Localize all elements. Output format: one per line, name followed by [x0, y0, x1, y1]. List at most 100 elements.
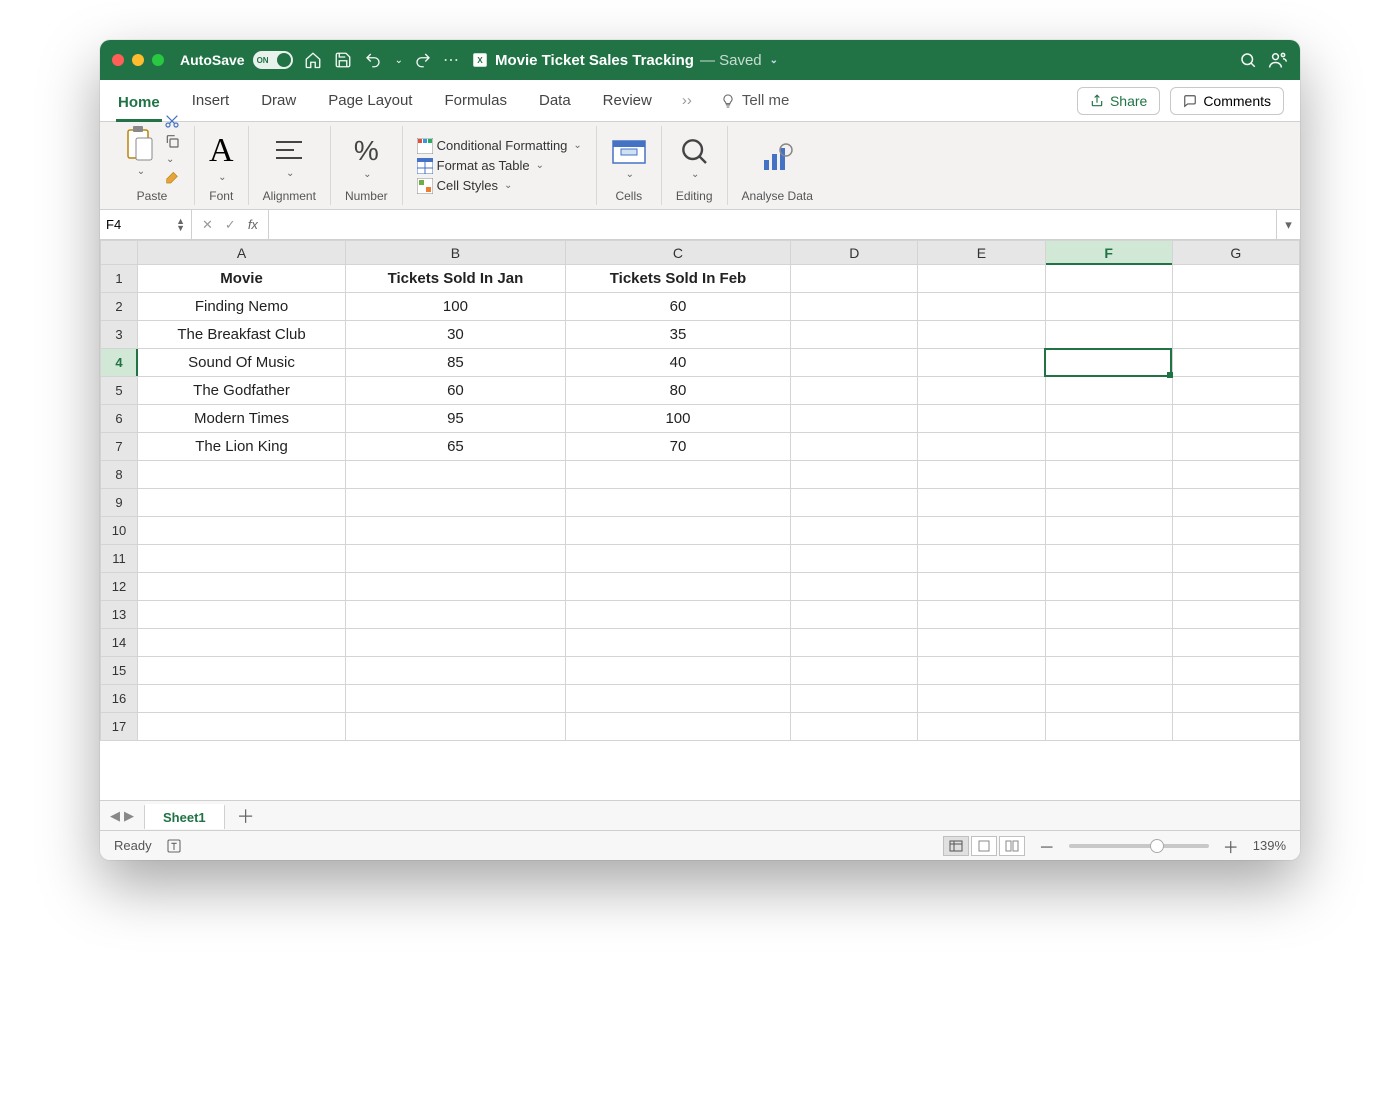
tab-review[interactable]: Review — [601, 88, 654, 113]
cell-A16[interactable] — [137, 685, 345, 713]
format-painter-button[interactable] — [164, 171, 180, 187]
zoom-in-button[interactable]: ＋ — [1223, 834, 1239, 858]
accessibility-icon[interactable] — [166, 838, 182, 854]
row-header-5[interactable]: 5 — [101, 377, 138, 405]
cell-B10[interactable] — [346, 517, 566, 545]
cell-B15[interactable] — [346, 657, 566, 685]
overflow-icon[interactable]: ›› — [682, 92, 692, 109]
cell-E8[interactable] — [918, 461, 1045, 489]
cell-G13[interactable] — [1172, 601, 1299, 629]
cell-C17[interactable] — [565, 713, 790, 741]
autosave-toggle[interactable]: ON — [253, 51, 293, 69]
fx-icon[interactable]: fx — [248, 217, 258, 232]
cell-E11[interactable] — [918, 545, 1045, 573]
row-header-7[interactable]: 7 — [101, 433, 138, 461]
cell-D12[interactable] — [791, 573, 918, 601]
column-header-A[interactable]: A — [137, 241, 345, 265]
cell-G4[interactable] — [1172, 349, 1299, 377]
home-icon[interactable] — [303, 50, 323, 70]
undo-icon[interactable] — [363, 50, 383, 70]
document-title[interactable]: X Movie Ticket Sales Tracking — Saved ⌄ — [471, 51, 778, 69]
row-header-16[interactable]: 16 — [101, 685, 138, 713]
column-header-F[interactable]: F — [1045, 241, 1172, 265]
prev-sheet-icon[interactable]: ◀ — [110, 808, 120, 824]
cell-B12[interactable] — [346, 573, 566, 601]
zoom-out-button[interactable]: － — [1039, 834, 1055, 858]
cell-G10[interactable] — [1172, 517, 1299, 545]
cell-F15[interactable] — [1045, 657, 1172, 685]
cell-A11[interactable] — [137, 545, 345, 573]
cell-B7[interactable]: 65 — [346, 433, 566, 461]
cell-E16[interactable] — [918, 685, 1045, 713]
number-button[interactable]: %⌄ — [354, 135, 379, 180]
conditional-formatting-button[interactable]: Conditional Formatting⌄ — [417, 136, 582, 156]
cell-C5[interactable]: 80 — [565, 377, 790, 405]
cell-F10[interactable] — [1045, 517, 1172, 545]
cell-A5[interactable]: The Godfather — [137, 377, 345, 405]
cell-D3[interactable] — [791, 321, 918, 349]
cell-C14[interactable] — [565, 629, 790, 657]
format-as-table-button[interactable]: Format as Table⌄ — [417, 156, 544, 176]
cell-D17[interactable] — [791, 713, 918, 741]
cell-B2[interactable]: 100 — [346, 293, 566, 321]
cell-A2[interactable]: Finding Nemo — [137, 293, 345, 321]
name-box-spinner[interactable]: ▲▼ — [176, 218, 185, 232]
cell-F9[interactable] — [1045, 489, 1172, 517]
row-header-10[interactable]: 10 — [101, 517, 138, 545]
minimize-window-button[interactable] — [132, 54, 144, 66]
column-header-E[interactable]: E — [918, 241, 1045, 265]
cell-D15[interactable] — [791, 657, 918, 685]
cell-C1[interactable]: Tickets Sold In Feb — [565, 265, 790, 293]
cell-B11[interactable] — [346, 545, 566, 573]
row-header-9[interactable]: 9 — [101, 489, 138, 517]
row-header-6[interactable]: 6 — [101, 405, 138, 433]
cell-A6[interactable]: Modern Times — [137, 405, 345, 433]
zoom-slider[interactable] — [1069, 844, 1209, 848]
cell-B9[interactable] — [346, 489, 566, 517]
cell-E2[interactable] — [918, 293, 1045, 321]
row-header-4[interactable]: 4 — [101, 349, 138, 377]
cell-F7[interactable] — [1045, 433, 1172, 461]
cell-G17[interactable] — [1172, 713, 1299, 741]
tab-insert[interactable]: Insert — [190, 88, 232, 113]
cell-D10[interactable] — [791, 517, 918, 545]
cell-E6[interactable] — [918, 405, 1045, 433]
cancel-formula-icon[interactable]: ✕ — [202, 217, 213, 233]
row-header-3[interactable]: 3 — [101, 321, 138, 349]
cell-G1[interactable] — [1172, 265, 1299, 293]
alignment-button[interactable]: ⌄ — [272, 136, 306, 179]
font-button[interactable]: A⌄ — [209, 132, 234, 183]
cell-A14[interactable] — [137, 629, 345, 657]
normal-view-button[interactable] — [943, 836, 969, 856]
cell-C10[interactable] — [565, 517, 790, 545]
cell-F4[interactable] — [1045, 349, 1172, 377]
sheet-tab-sheet1[interactable]: Sheet1 — [144, 804, 225, 829]
cell-E5[interactable] — [918, 377, 1045, 405]
cell-E9[interactable] — [918, 489, 1045, 517]
cell-D13[interactable] — [791, 601, 918, 629]
cell-B3[interactable]: 30 — [346, 321, 566, 349]
cell-D14[interactable] — [791, 629, 918, 657]
cell-E3[interactable] — [918, 321, 1045, 349]
cell-A15[interactable] — [137, 657, 345, 685]
cell-A13[interactable] — [137, 601, 345, 629]
cell-A9[interactable] — [137, 489, 345, 517]
add-sheet-button[interactable]: ＋ — [225, 803, 267, 829]
cell-F2[interactable] — [1045, 293, 1172, 321]
cell-D16[interactable] — [791, 685, 918, 713]
column-header-C[interactable]: C — [565, 241, 790, 265]
cell-E12[interactable] — [918, 573, 1045, 601]
cell-A3[interactable]: The Breakfast Club — [137, 321, 345, 349]
tab-draw[interactable]: Draw — [259, 88, 298, 113]
cell-C2[interactable]: 60 — [565, 293, 790, 321]
cell-G9[interactable] — [1172, 489, 1299, 517]
tell-me-search[interactable]: Tell me — [720, 92, 790, 109]
tab-formulas[interactable]: Formulas — [442, 88, 509, 113]
title-dropdown-icon[interactable]: ⌄ — [770, 55, 778, 66]
cell-E15[interactable] — [918, 657, 1045, 685]
column-header-D[interactable]: D — [791, 241, 918, 265]
cell-B17[interactable] — [346, 713, 566, 741]
column-header-B[interactable]: B — [346, 241, 566, 265]
cell-A17[interactable] — [137, 713, 345, 741]
cell-C11[interactable] — [565, 545, 790, 573]
